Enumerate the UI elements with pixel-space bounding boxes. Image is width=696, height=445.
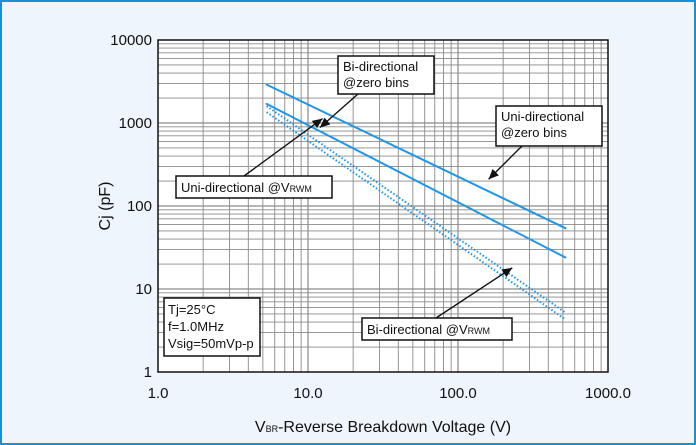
arrowhead-icon: [311, 118, 323, 129]
annotation-box: [361, 317, 513, 341]
x-tick-label: 1.0: [148, 385, 169, 402]
plot-border: [157, 39, 609, 373]
annotation-arrow-line: [243, 118, 323, 177]
annotation-text: Uni-directional @VRWM: [181, 180, 312, 195]
x-axis-label-rest: -Reverse Breakdown Voltage (V): [278, 419, 511, 436]
series-lines: [265, 83, 567, 321]
arrowhead-icon: [488, 169, 499, 180]
tick-labels: 1.0 10.0 100.0 1000.0 1 10 100 1000 10000: [110, 32, 631, 402]
annotation-arrow-line: [435, 267, 513, 319]
annotation-box: [175, 175, 333, 199]
y-tick-label: 1000: [119, 115, 152, 132]
condition-text: f=1.0MHz: [168, 319, 224, 334]
annotation-text-sub: RWM: [468, 326, 490, 336]
y-tick-label: 1: [144, 364, 152, 381]
x-axis-label-sub: BR: [266, 424, 279, 434]
y-tick-label: 10: [135, 281, 152, 298]
y-axis-label: Cj (pF): [97, 182, 114, 231]
arrowhead-icon: [501, 267, 513, 278]
y-tick-label: 100: [127, 198, 152, 215]
x-axis-label: VBR-Reverse Breakdown Voltage (V): [255, 419, 511, 436]
annotation-text: @zero bins: [343, 75, 409, 90]
annotation-box: [495, 105, 603, 147]
x-tick-label: 100.0: [439, 385, 477, 402]
annotation-text-main: Uni-directional @V: [181, 180, 290, 195]
x-axis-label-prefix: V: [255, 419, 266, 436]
annotation-text: @zero bins: [501, 125, 567, 140]
series-line-dotted: [266, 105, 566, 314]
annotation-box: [337, 55, 435, 95]
condition-text: Vsig=50mVp-p: [168, 336, 254, 351]
annotation-text-sub: RWM: [290, 184, 312, 194]
x-tick-label: 1000.0: [585, 385, 631, 402]
annotation-text: Bi-directional: [343, 59, 418, 74]
annotation-text: Bi-directional @VRWM: [367, 322, 490, 337]
conditions-box: [163, 297, 261, 357]
y-tick-label: 10000: [110, 32, 152, 49]
series-line-solid: [265, 102, 567, 259]
condition-text: Tj=25°C: [168, 302, 215, 317]
annotations: Bi-directional@zero binsUni-directional@…: [163, 55, 603, 357]
annotation-text: Uni-directional: [501, 109, 584, 124]
annotation-text-main: Bi-directional @V: [367, 322, 468, 337]
series-line-solid: [265, 83, 567, 230]
arrowhead-icon: [319, 117, 331, 128]
x-tick-label: 10.0: [293, 385, 322, 402]
series-line-dotted: [266, 111, 566, 321]
